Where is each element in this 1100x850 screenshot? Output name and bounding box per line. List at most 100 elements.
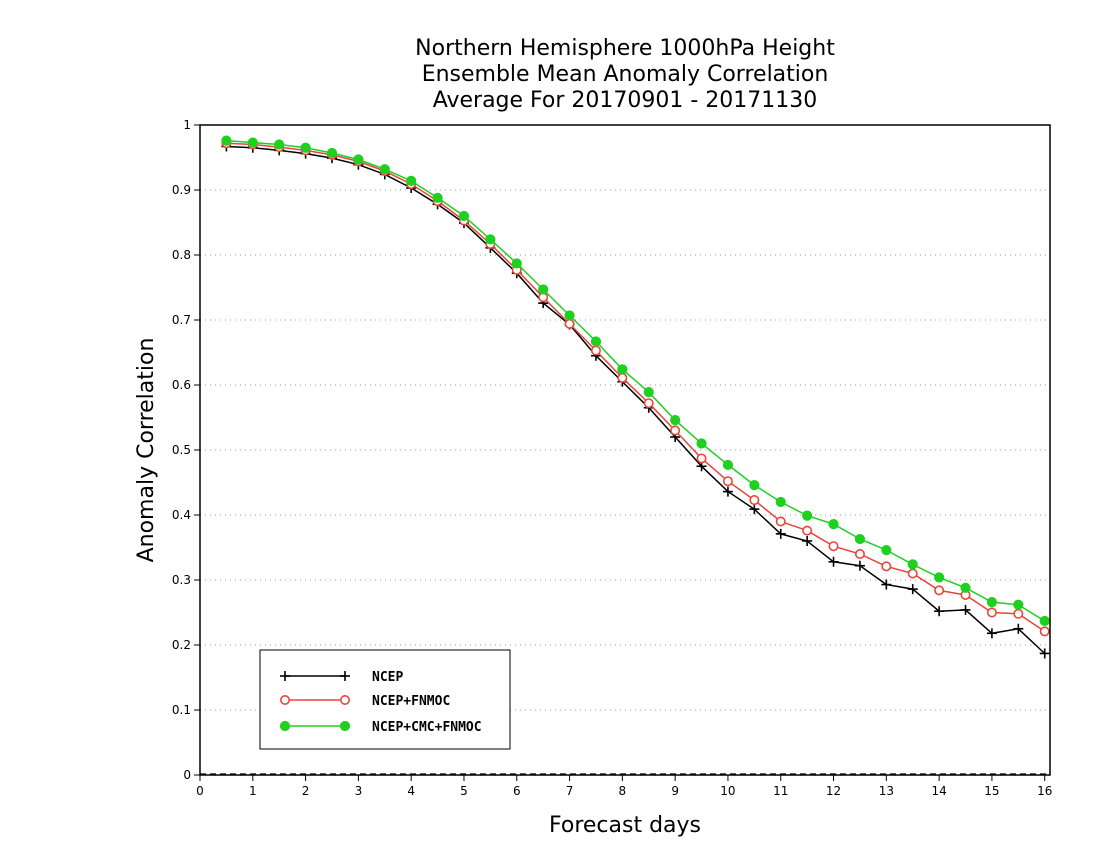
data-point — [696, 438, 707, 449]
data-point — [221, 135, 232, 146]
data-point — [643, 398, 654, 409]
legend-entry: NCEP+CMC+FNMOC — [279, 720, 482, 735]
x-tick-label: 8 — [619, 784, 627, 798]
data-point — [590, 345, 601, 356]
data-point — [1013, 599, 1024, 610]
legend-label: NCEP+FNMOC — [372, 694, 450, 709]
x-tick-label: 14 — [931, 784, 946, 798]
series-line — [226, 145, 1046, 655]
x-tick-label: 15 — [984, 784, 999, 798]
data-point — [854, 548, 865, 559]
data-point — [881, 545, 892, 556]
data-point — [590, 336, 602, 347]
data-point — [854, 560, 865, 571]
data-point — [881, 579, 892, 590]
data-point — [1013, 623, 1024, 634]
x-tick-label: 16 — [1037, 784, 1052, 798]
y-tick-label: 0.6 — [172, 378, 191, 392]
legend-marker — [339, 720, 351, 732]
data-point — [828, 556, 839, 567]
x-tick-label: 10 — [720, 784, 735, 798]
data-point — [775, 516, 786, 527]
data-point — [485, 234, 496, 245]
x-tick-label: 5 — [460, 784, 468, 798]
data-point — [749, 495, 760, 506]
data-point — [802, 510, 813, 521]
data-point — [511, 258, 522, 269]
series-ncep-cmc-fnmoc — [221, 135, 1050, 627]
legend-marker — [279, 694, 290, 705]
data-point — [722, 476, 733, 487]
x-tick-label: 3 — [355, 784, 363, 798]
data-point — [749, 504, 760, 515]
data-point — [379, 164, 390, 175]
data-point — [775, 528, 786, 539]
data-point — [722, 486, 733, 497]
legend-label: NCEP — [372, 670, 403, 685]
data-point — [907, 584, 918, 595]
series-ncep-fnmoc — [221, 138, 1050, 637]
x-tick-label: 2 — [302, 784, 310, 798]
data-point — [538, 284, 549, 295]
y-tick-label: 0.4 — [172, 508, 191, 522]
data-point — [617, 372, 628, 383]
data-point — [986, 597, 998, 608]
y-tick-label: 0.2 — [172, 638, 191, 652]
data-point — [1039, 648, 1050, 659]
x-tick-label: 13 — [879, 784, 894, 798]
data-point — [247, 137, 258, 148]
data-point — [1039, 615, 1050, 627]
legend-entry: NCEP+FNMOC — [279, 694, 450, 709]
data-point — [458, 210, 470, 222]
series-line — [226, 142, 1046, 633]
legend-marker — [279, 720, 291, 732]
data-point — [802, 525, 813, 536]
y-tick-label: 0.3 — [172, 573, 191, 587]
series-line — [226, 139, 1046, 622]
data-point — [828, 541, 839, 552]
data-point — [1013, 608, 1024, 619]
data-point — [907, 568, 918, 579]
y-tick-label: 0 — [183, 768, 191, 782]
data-point — [960, 604, 971, 615]
data-point — [326, 147, 338, 159]
data-point — [274, 139, 285, 150]
legend-marker — [280, 671, 290, 681]
x-tick-label: 11 — [773, 784, 788, 798]
y-tick-label: 0.7 — [172, 313, 191, 327]
data-point — [1039, 626, 1050, 637]
data-point — [406, 175, 417, 186]
data-point — [775, 496, 786, 508]
data-point — [934, 572, 945, 583]
data-point — [749, 480, 760, 491]
data-point — [881, 561, 892, 572]
x-tick-label: 0 — [196, 784, 204, 798]
x-tick-label: 7 — [566, 784, 574, 798]
data-point — [802, 536, 813, 546]
axis-layer: 00.10.20.30.40.50.60.70.80.910 1 2 3 4 5 6 7 8 9 1… — [172, 118, 1052, 798]
legend-marker — [340, 671, 350, 681]
x-tick-label: 9 — [671, 784, 679, 798]
legend-marker — [339, 694, 350, 705]
data-point — [670, 415, 681, 426]
data-point — [934, 585, 945, 596]
data-point — [934, 606, 945, 617]
data-point — [854, 533, 866, 545]
chart-title-line-2: Ensemble Mean Anomaly Correlation — [421, 62, 829, 87]
x-tick-label: 6 — [513, 784, 521, 798]
data-point — [986, 628, 997, 639]
y-axis-title: Anomaly Correlation — [134, 338, 159, 563]
data-point — [696, 453, 707, 464]
x-tick-label: 4 — [407, 784, 415, 798]
data-point — [643, 387, 654, 398]
series-layer — [221, 135, 1050, 659]
chart-title-line-1: Northern Hemisphere 1000hPa Height — [415, 36, 835, 61]
data-point — [564, 310, 575, 321]
y-tick-label: 0.9 — [172, 183, 191, 197]
data-point — [907, 559, 918, 570]
data-point — [564, 318, 575, 329]
x-tick-label: 1 — [249, 784, 257, 798]
chart-title-line-3: Average For 20170901 - 20171130 — [432, 88, 818, 113]
data-point — [722, 459, 734, 471]
legend: NCEP NCEP+FNMOC NCEP+CMC+FNMOC — [259, 649, 511, 750]
